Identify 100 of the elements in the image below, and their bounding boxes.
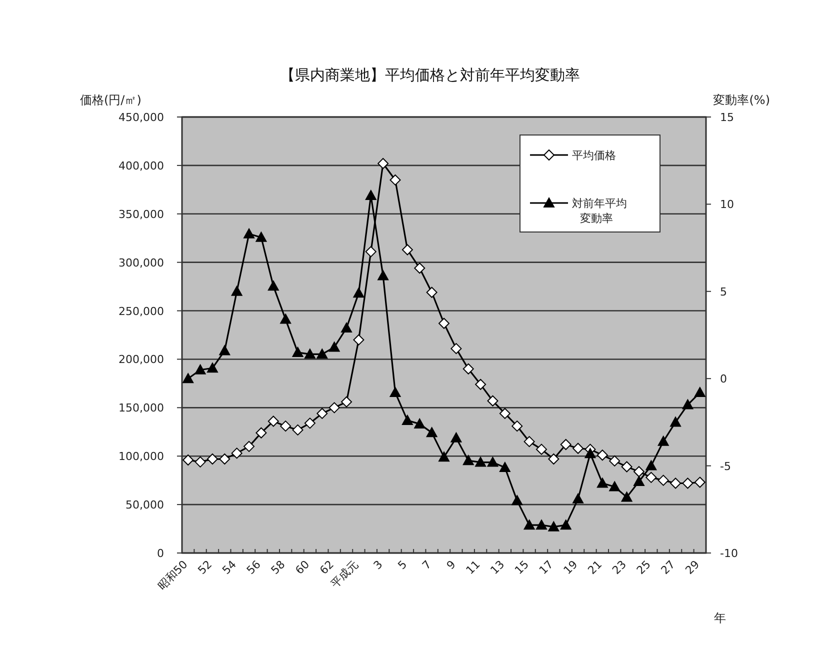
point bbox=[341, 322, 352, 333]
point bbox=[572, 493, 584, 504]
y-axis-title: 価格(円/㎡) bbox=[80, 93, 142, 107]
x-tick-label: 62 bbox=[317, 558, 336, 578]
x-tick-label: 5 bbox=[395, 558, 410, 572]
point bbox=[206, 362, 218, 373]
point bbox=[268, 416, 279, 427]
y-tick-label: 100,000 bbox=[118, 450, 164, 464]
x-tick-label: 3 bbox=[371, 558, 386, 572]
y2-tick-label: 10 bbox=[720, 198, 734, 212]
point bbox=[670, 478, 682, 489]
point bbox=[353, 334, 364, 346]
point bbox=[194, 456, 206, 468]
point bbox=[402, 244, 413, 256]
point bbox=[596, 478, 608, 488]
point bbox=[670, 416, 682, 427]
point bbox=[548, 521, 560, 532]
point bbox=[596, 450, 608, 461]
point bbox=[560, 438, 572, 450]
x-axis-title: 年 bbox=[714, 611, 726, 625]
y2-tick-label: -5 bbox=[720, 460, 731, 473]
point bbox=[682, 478, 694, 489]
point bbox=[256, 427, 267, 438]
point bbox=[231, 286, 242, 296]
point bbox=[328, 402, 340, 414]
point bbox=[584, 448, 596, 458]
point bbox=[621, 492, 632, 502]
x-tick-label: 昭和50 bbox=[156, 558, 190, 593]
point bbox=[572, 442, 584, 454]
x-tick-label: 17 bbox=[536, 558, 556, 578]
point bbox=[438, 452, 450, 462]
point bbox=[390, 174, 401, 186]
point bbox=[292, 346, 304, 357]
point bbox=[536, 444, 547, 455]
point bbox=[304, 348, 316, 359]
x-tick-label: 58 bbox=[268, 558, 288, 578]
y2-tick-label: 15 bbox=[720, 111, 734, 124]
chart-title: 【県内商業地】平均価格と対前年平均変動率 bbox=[280, 66, 580, 84]
point bbox=[316, 348, 328, 359]
y2-tick-label: 5 bbox=[720, 285, 727, 298]
point bbox=[658, 474, 669, 486]
point bbox=[462, 363, 474, 374]
point bbox=[244, 440, 255, 452]
point bbox=[609, 481, 620, 492]
point bbox=[390, 387, 401, 398]
point bbox=[353, 288, 364, 298]
y-tick-label: 250,000 bbox=[118, 304, 164, 318]
y-tick-label: 0 bbox=[157, 547, 164, 560]
point bbox=[219, 454, 230, 465]
point bbox=[646, 472, 657, 483]
x-tick-label: 56 bbox=[244, 558, 264, 578]
x-tick-label: 11 bbox=[464, 558, 483, 578]
point bbox=[694, 387, 706, 398]
point bbox=[378, 270, 389, 280]
point bbox=[292, 424, 304, 436]
x-tick-label: 21 bbox=[585, 558, 605, 578]
y2-axis-title: 変動率(%) bbox=[713, 93, 770, 107]
point bbox=[244, 228, 255, 238]
y-tick-label: 200,000 bbox=[118, 353, 164, 366]
point bbox=[658, 436, 669, 446]
point bbox=[499, 462, 510, 472]
x-tick-label: 60 bbox=[292, 558, 312, 578]
point bbox=[499, 408, 510, 419]
point bbox=[341, 396, 352, 408]
point bbox=[524, 436, 535, 448]
y2-tick-label: 0 bbox=[720, 372, 727, 386]
y-tick-label: 350,000 bbox=[118, 208, 164, 221]
point bbox=[646, 460, 657, 470]
point bbox=[414, 262, 426, 274]
point bbox=[414, 418, 426, 428]
x-tick-label: 25 bbox=[634, 558, 654, 578]
point bbox=[633, 466, 644, 478]
point bbox=[280, 420, 292, 432]
legend-label: 平均価格 bbox=[572, 149, 616, 162]
point bbox=[560, 520, 572, 530]
y-tick-label: 50,000 bbox=[126, 498, 164, 512]
point bbox=[280, 314, 292, 324]
point bbox=[450, 343, 462, 354]
point bbox=[487, 456, 498, 467]
y-tick-label: 300,000 bbox=[118, 256, 164, 270]
x-tick-label: 29 bbox=[682, 558, 702, 578]
x-tick-label: 7 bbox=[420, 558, 434, 572]
point bbox=[475, 456, 486, 467]
point bbox=[365, 190, 376, 200]
y-tick-label: 150,000 bbox=[118, 402, 164, 415]
point bbox=[426, 427, 438, 438]
x-tick-label: 52 bbox=[195, 558, 215, 578]
point bbox=[365, 246, 376, 258]
point bbox=[682, 399, 694, 410]
point bbox=[206, 454, 218, 465]
point bbox=[475, 378, 486, 390]
point bbox=[231, 448, 242, 459]
point bbox=[304, 418, 316, 429]
point bbox=[512, 420, 523, 432]
y-tick-label: 450,000 bbox=[118, 111, 164, 124]
point bbox=[609, 455, 620, 466]
point bbox=[512, 495, 523, 506]
point bbox=[487, 395, 498, 406]
point bbox=[548, 454, 560, 465]
point bbox=[536, 520, 547, 530]
